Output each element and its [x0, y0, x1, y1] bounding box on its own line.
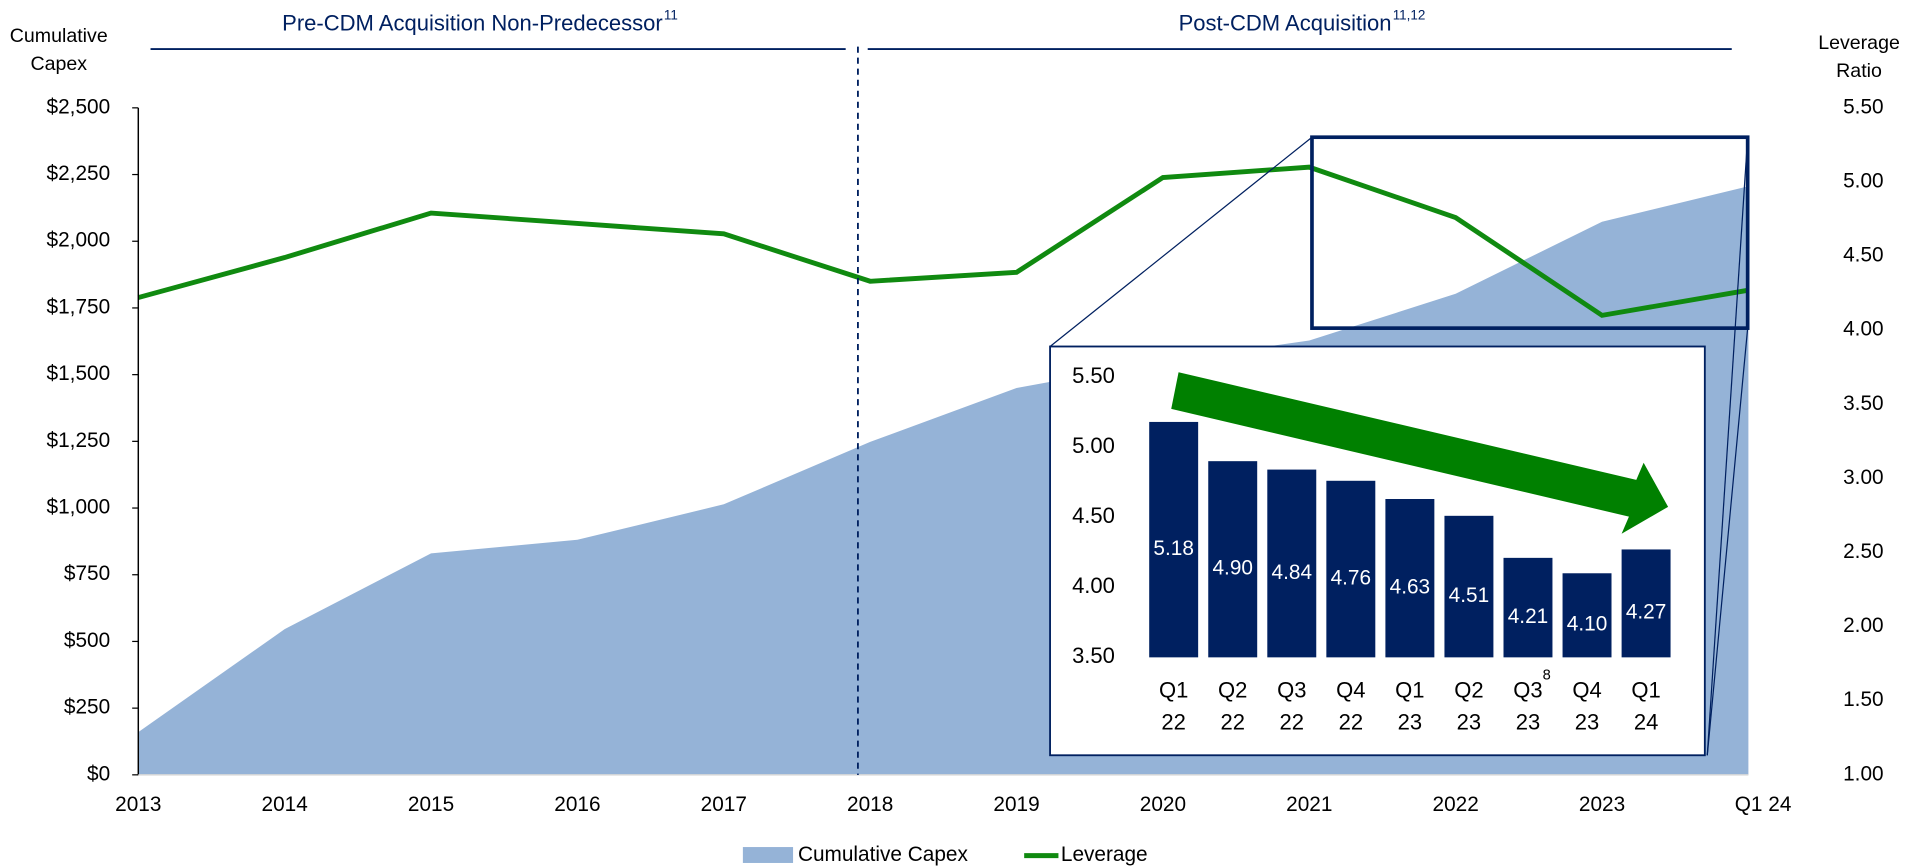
y2-tick-label: 4.00: [1843, 318, 1883, 341]
inset-tick-label: 5.00: [1072, 433, 1115, 458]
inset-category: Q4 23: [1572, 678, 1602, 735]
section-header: Post-CDM Acquisition: [1179, 10, 1392, 35]
inset-tick-label: 5.50: [1072, 363, 1115, 388]
bar: [1385, 499, 1435, 658]
y2-tick-label: 5.50: [1843, 95, 1883, 118]
y2-tick-label: 5.00: [1843, 169, 1883, 192]
x-tick-label: 2014: [262, 793, 308, 816]
x-tick-label: 2017: [701, 793, 747, 816]
y-axis-title-box: Cumulative Capex: [9, 25, 108, 76]
inset-category-box: Q3 22: [1277, 678, 1307, 735]
legend-label: Leverage: [1061, 843, 1148, 866]
y-axis-title: Cumulative Capex: [9, 25, 108, 76]
zoom-connector: [1706, 137, 1749, 756]
leverage-line: [137, 164, 1749, 318]
x-tick-label: 2023: [1579, 793, 1625, 816]
y-tick-label: $2,250: [47, 162, 111, 185]
section-header: Pre-CDM Acquisition Non-Predecessor: [282, 10, 663, 35]
inset-category-box: Q4 23: [1572, 678, 1602, 735]
trend-arrow: [1171, 372, 1669, 534]
inset-category: Q1 24: [1631, 678, 1661, 735]
x-tick-label: 2020: [1140, 793, 1186, 816]
y-tick-label: $2,000: [47, 229, 111, 252]
inset-category-box: Q2 23: [1454, 678, 1484, 735]
y2-axis-title: Leverage Ratio: [1818, 33, 1900, 83]
zoom-box: [1310, 135, 1750, 330]
bar: [1621, 549, 1671, 658]
y-tick-label: $1,250: [47, 429, 111, 452]
inset-tick-label: 3.50: [1072, 643, 1115, 668]
inset-category: Q2 22: [1218, 678, 1248, 735]
bar: [1149, 421, 1199, 658]
bar-label: 4.10: [1567, 613, 1607, 636]
x-tick-label: 2021: [1286, 793, 1332, 816]
inset-plot: 3.50 4.00 4.50 5.00 5.50 5.18 Q1 22 4.90 Q2 22 4.…: [1072, 363, 1671, 735]
bar-label: 4.84: [1272, 561, 1312, 584]
zoom-connector: [1706, 328, 1749, 756]
y2-tick-label: 1.00: [1843, 762, 1883, 785]
y2-tick-label: 2.50: [1843, 540, 1883, 563]
y-tick-label: $0: [87, 762, 110, 785]
bar: [1208, 461, 1258, 658]
x-tick-label: Q1 24: [1735, 793, 1792, 816]
inset-category-box: Q3 23: [1513, 678, 1543, 735]
x-tick-label: 2013: [115, 793, 161, 816]
x-tick-label: 2022: [1433, 793, 1479, 816]
inset-category: Q2 23: [1454, 678, 1484, 735]
y2-tick-label: 4.50: [1843, 244, 1883, 267]
bar-label: 5.18: [1153, 537, 1193, 560]
inset-category: Q3 22: [1277, 678, 1307, 735]
x-tick-label: 2019: [993, 793, 1039, 816]
footnote-mark: 8: [1543, 668, 1551, 684]
legend-swatch: [742, 847, 794, 863]
bar: [1444, 515, 1494, 658]
inset-category: Q1 22: [1158, 678, 1189, 735]
y-tick-label: $1,000: [47, 496, 111, 519]
bar-label: 4.51: [1449, 584, 1489, 607]
bar: [1267, 469, 1317, 658]
bar: [1562, 573, 1612, 658]
inset-category-box: Q1 24: [1631, 678, 1661, 735]
bar-label: 4.90: [1212, 557, 1252, 580]
bar-label: 4.27: [1626, 601, 1666, 624]
inset-category-box: Q1 23: [1395, 678, 1425, 735]
inset-tick-label: 4.00: [1072, 573, 1115, 598]
bar-label: 4.76: [1331, 566, 1371, 589]
inset-tick-label: 4.50: [1072, 503, 1115, 528]
bar-label: 4.63: [1390, 575, 1430, 598]
x-tick-label: 2016: [554, 793, 600, 816]
bar: [1503, 557, 1553, 658]
inset-category-box: Q2 22: [1218, 678, 1248, 735]
legend-label: Cumulative Capex: [798, 843, 969, 866]
bar: [1326, 480, 1376, 658]
y2-tick-label: 2.00: [1843, 614, 1883, 637]
y-tick-label: $500: [64, 629, 110, 652]
y2-tick-label: 1.50: [1843, 688, 1883, 711]
y-tick-label: $250: [64, 696, 110, 719]
section-note: 11,12: [1393, 8, 1426, 23]
y-tick-label: $2,500: [47, 95, 111, 118]
inset-category: Q4 22: [1336, 678, 1366, 735]
section-note: 11: [664, 8, 678, 23]
y2-tick-label: 3.50: [1843, 392, 1883, 415]
y2-tick-label: 3.00: [1843, 466, 1883, 489]
zoom-connector: [1049, 136, 1313, 347]
y-tick-label: $750: [64, 562, 110, 585]
inset-category: Q1 23: [1395, 678, 1425, 735]
inset-category: Q3 23: [1513, 678, 1543, 735]
y2-axis-title-box: Leverage Ratio: [1818, 33, 1900, 83]
inset-category-box: Q1 22: [1158, 678, 1189, 735]
x-tick-label: 2018: [847, 793, 893, 816]
y-tick-label: $1,750: [47, 295, 111, 318]
y-tick-label: $1,500: [47, 362, 111, 385]
x-tick-label: 2015: [408, 793, 454, 816]
inset-category-box: Q4 22: [1336, 678, 1366, 735]
bar-label: 4.21: [1508, 605, 1548, 628]
